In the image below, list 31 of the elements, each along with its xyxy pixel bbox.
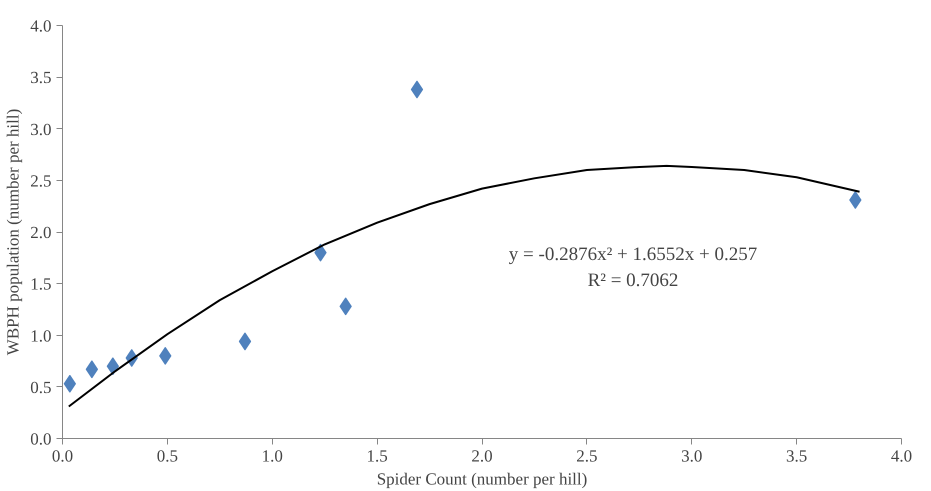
point — [86, 360, 98, 378]
y-tick-label: 0.0 — [30, 430, 52, 448]
annotation: R² = 0.7062 — [588, 270, 678, 292]
x-tick-label: 2.5 — [576, 446, 598, 466]
point — [238, 332, 252, 350]
annotation: y = -0.2876x² + 1.6552x + 0.257 — [508, 244, 758, 266]
x-tick-label: 3.0 — [681, 446, 702, 466]
x-tick-label: 1.0 — [262, 446, 283, 466]
point — [410, 80, 424, 99]
y-tick-label: 0.5 — [30, 378, 52, 397]
x-tick-label: 0.0 — [52, 446, 74, 466]
point — [849, 190, 862, 209]
y-tick-label: 3.0 — [30, 120, 52, 139]
point — [106, 357, 120, 376]
point — [64, 374, 76, 393]
y-tick-label: 3.5 — [30, 68, 52, 88]
y-axis-title: WBPH population (number per hill) — [3, 108, 22, 356]
y-tick-label: 1.0 — [30, 326, 52, 346]
point — [339, 297, 352, 316]
x-tick-label: 0.5 — [156, 446, 178, 466]
x-tick-label: 3.5 — [786, 446, 808, 466]
x-tick-label: 2.0 — [471, 446, 493, 466]
y-tick-label: 2.5 — [30, 171, 52, 190]
line-series — [68, 164, 861, 408]
x-tick-label: 4.0 — [890, 446, 912, 466]
y-tick-label: 1.5 — [30, 274, 52, 294]
x-axis-title: Spider Count (number per hill) — [376, 470, 588, 488]
y-tick-label: 2.0 — [30, 223, 52, 242]
y-tick-label: 4.0 — [30, 16, 52, 36]
point — [314, 244, 327, 262]
x-tick-label: 1.5 — [366, 446, 388, 466]
